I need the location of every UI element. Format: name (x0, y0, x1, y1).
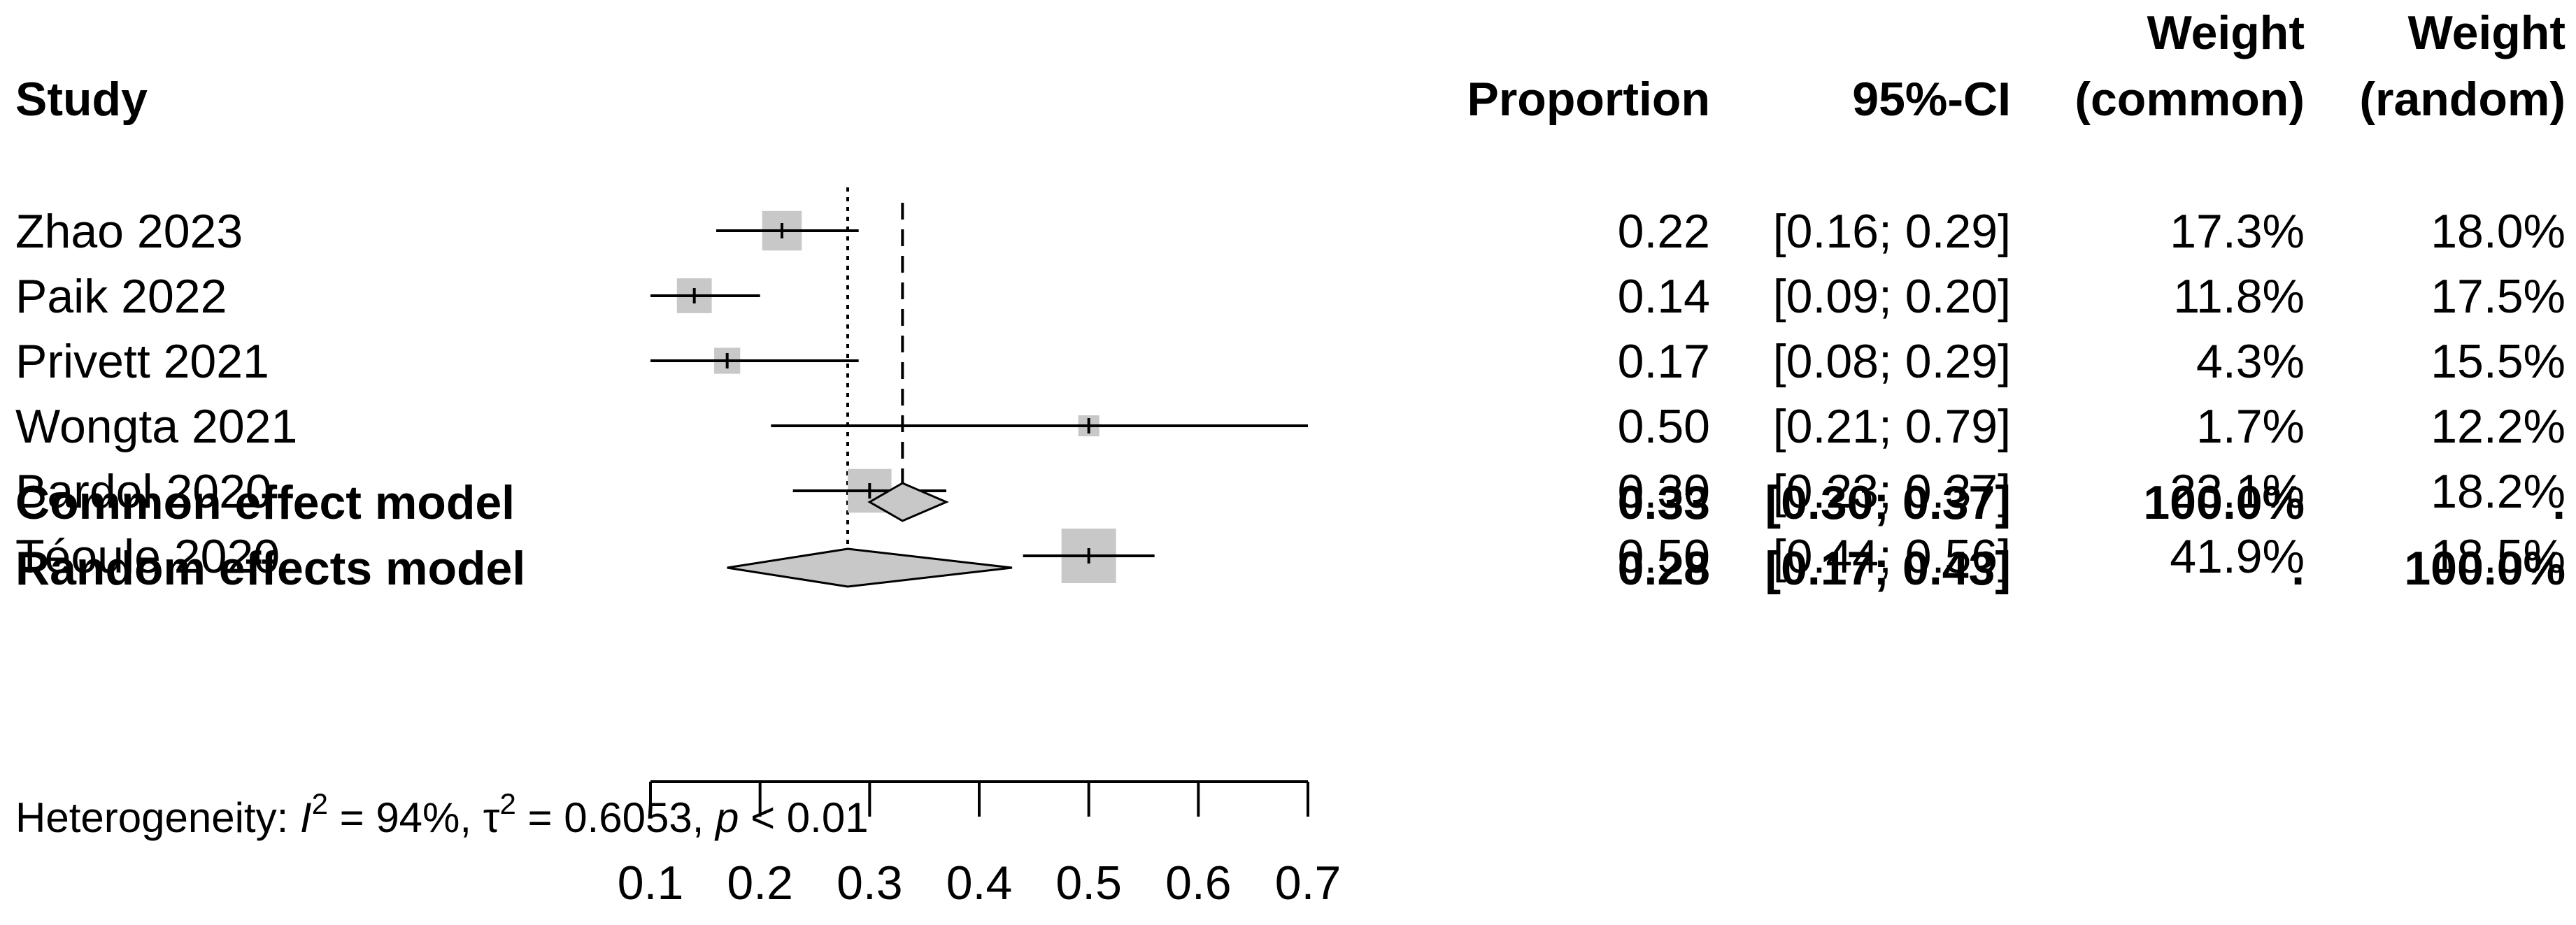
study-ci: [0.09; 0.20] (1773, 270, 2011, 323)
study-ci: [0.21; 0.79] (1773, 400, 2011, 453)
summary-name: Random effects model (15, 542, 525, 595)
study-marks (650, 210, 1308, 583)
summary-weight-random: 100.0% (2404, 542, 2566, 595)
study-proportion: 0.50 (1618, 400, 1710, 453)
reference-lines (846, 187, 904, 587)
header-study: Study (15, 73, 148, 126)
study-proportion: 0.17 (1618, 335, 1710, 388)
summary-weight-random: . (2552, 476, 2566, 529)
study-labels: Zhao 2023 0.22 [0.16; 0.29] 17.3% 18.0% Paik … (15, 205, 2566, 583)
study-weight-random: 15.5% (2431, 335, 2566, 388)
study-weight-random: 18.0% (2431, 205, 2566, 258)
summary-name: Common effect model (15, 476, 515, 529)
study-weight-common: 4.3% (2196, 335, 2305, 388)
study-name: Paik 2022 (15, 270, 227, 323)
study-weight-common: 23.1% (2170, 465, 2305, 518)
summary-estimate: 0.33 (1618, 476, 1710, 529)
study-name: Téoule 2020 (15, 530, 280, 583)
study-proportion: 0.22 (1618, 205, 1710, 258)
x-axis: 0.1 0.2 0.3 0.4 0.5 0.6 0.7 (618, 780, 1342, 910)
x-axis-tick-label: 0.3 (837, 856, 903, 910)
summary-diamond (727, 547, 1013, 588)
study-weight-common: 1.7% (2196, 400, 2305, 453)
header-weight-random-2: (random) (2359, 73, 2566, 126)
study-ci: [0.23; 0.37] (1773, 465, 2011, 518)
header-proportion: Proportion (1467, 73, 1710, 126)
summary-weight-common: . (2291, 542, 2305, 595)
header-weight-common-2: (common) (2075, 73, 2305, 126)
x-axis-tick-label: 0.1 (618, 856, 684, 910)
study-weight-common: 17.3% (2170, 205, 2305, 258)
x-axis-tick-label: 0.4 (946, 856, 1013, 910)
summary-estimate: 0.28 (1618, 542, 1710, 595)
study-weight-common: 11.8% (2173, 270, 2305, 323)
column-headers: Study Proportion 95%-CI Weight (common) … (15, 6, 2566, 126)
header-ci: 95%-CI (1852, 73, 2011, 126)
study-name: Bardol 2020 (15, 465, 272, 518)
study-weight-random: 17.5% (2431, 270, 2566, 323)
summary-ci: [0.17; 0.43] (1765, 542, 2011, 595)
summary-weight-common: 100.0% (2143, 476, 2305, 529)
study-ci: [0.08; 0.29] (1773, 335, 2011, 388)
study-name: Wongta 2021 (15, 400, 297, 453)
x-axis-tick-label: 0.6 (1165, 856, 1232, 910)
study-weight-common: 41.9% (2170, 530, 2305, 583)
x-axis-tick-label: 0.7 (1275, 856, 1342, 910)
study-weight-random: 12.2% (2431, 400, 2566, 453)
heterogeneity-text: Heterogeneity: I2 = 94%, τ2 = 0.6053, p … (15, 787, 869, 841)
study-ci: [0.44; 0.56] (1773, 530, 2011, 583)
header-weight-random-1: Weight (2408, 6, 2566, 59)
summary-ci: [0.30; 0.37] (1765, 476, 2011, 529)
x-axis-tick-label: 0.2 (727, 856, 793, 910)
study-name: Privett 2021 (15, 335, 269, 388)
study-name: Zhao 2023 (15, 205, 243, 258)
study-proportion: 0.30 (1618, 465, 1710, 518)
study-proportion: 0.50 (1618, 530, 1710, 583)
summary-marks (727, 482, 1013, 588)
summary-diamond (867, 482, 949, 522)
study-weight-random: 18.5% (2431, 530, 2566, 583)
study-ci: [0.16; 0.29] (1773, 205, 2011, 258)
study-weight-random: 18.2% (2431, 465, 2566, 518)
header-weight-common-1: Weight (2147, 6, 2305, 59)
x-axis-tick-label: 0.5 (1055, 856, 1122, 910)
study-proportion: 0.14 (1618, 270, 1710, 323)
summary-labels: Common effect model 0.33 [0.30; 0.37] 100.0… (15, 476, 2566, 595)
